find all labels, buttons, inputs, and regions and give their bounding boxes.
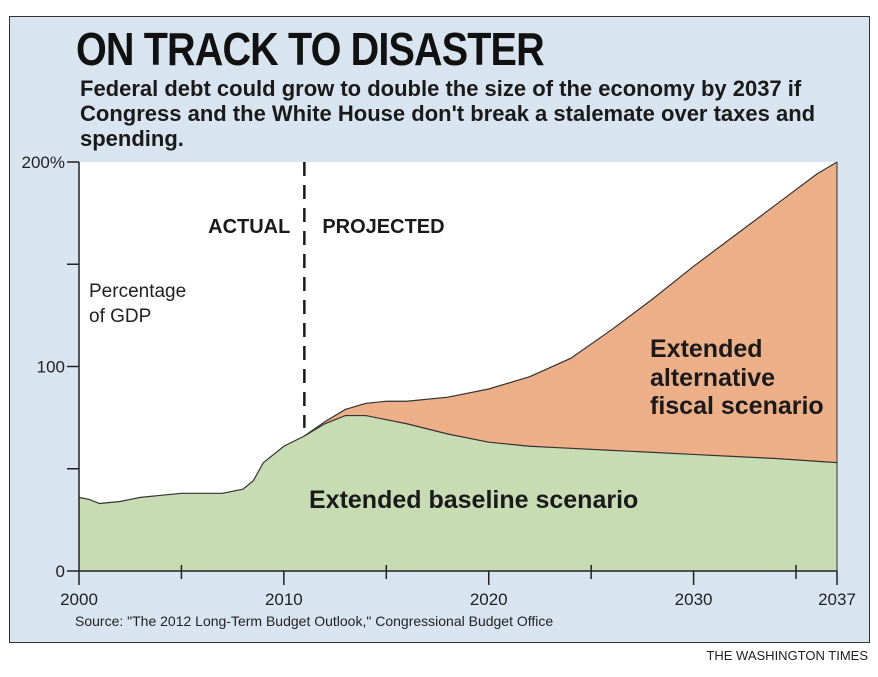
baseline-line xyxy=(78,414,838,505)
debt-area-chart: 200% 100 0 2000 2010 2020 2030 2037 ACTUAL PROJ… xyxy=(22,153,856,609)
series-layer xyxy=(78,161,838,571)
chart-title: ON TRACK TO DISASTER xyxy=(76,23,545,75)
x-tick-label: 2010 xyxy=(265,590,303,609)
x-tick-label: 2020 xyxy=(470,590,508,609)
alternative-area xyxy=(304,162,838,463)
x-tick-label: 2037 xyxy=(818,590,856,609)
alternative-line xyxy=(304,161,838,437)
baseline-area xyxy=(79,415,837,571)
x-tick-label: 2030 xyxy=(675,590,713,609)
ylabel-line-2: of GDP xyxy=(89,306,151,327)
axis-layer: 200% 100 0 2000 2010 2020 2030 2037 xyxy=(22,153,856,609)
alternative-series-label-line-3: fiscal scenario xyxy=(650,392,824,420)
y-tick-label: 100 xyxy=(37,358,65,377)
source-note: Source: "The 2012 Long-Term Budget Outlo… xyxy=(75,613,554,629)
x-tick-label: 2000 xyxy=(60,590,98,609)
baseline-series-label: Extended baseline scenario xyxy=(309,486,638,514)
y-tick-label: 0 xyxy=(56,562,65,581)
alternative-series-label-line-2: alternative xyxy=(650,364,775,392)
y-tick-label: 200% xyxy=(22,153,65,172)
chart-subtitle: Federal debt could grow to double the si… xyxy=(80,76,816,151)
projected-label: PROJECTED xyxy=(322,216,444,238)
publisher-credit: THE WASHINGTON TIMES xyxy=(706,648,868,663)
actual-label: ACTUAL xyxy=(208,216,290,238)
ylabel-line-1: Percentage xyxy=(89,281,186,302)
alternative-series-label-line-1: Extended xyxy=(650,335,763,363)
